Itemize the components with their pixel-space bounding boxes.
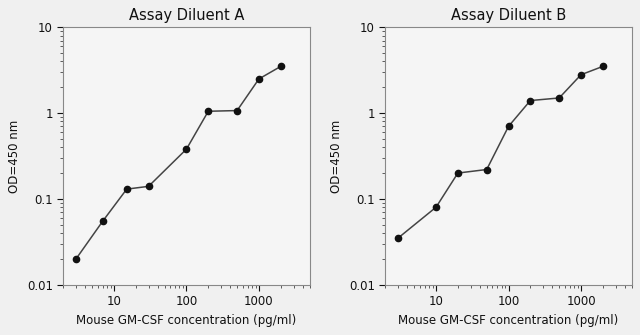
Y-axis label: OD=450 nm: OD=450 nm: [8, 119, 21, 193]
Title: Assay Diluent A: Assay Diluent A: [129, 8, 244, 23]
Title: Assay Diluent B: Assay Diluent B: [451, 8, 566, 23]
X-axis label: Mouse GM-CSF concentration (pg/ml): Mouse GM-CSF concentration (pg/ml): [399, 314, 619, 327]
Y-axis label: OD=450 nm: OD=450 nm: [330, 119, 344, 193]
X-axis label: Mouse GM-CSF concentration (pg/ml): Mouse GM-CSF concentration (pg/ml): [76, 314, 296, 327]
